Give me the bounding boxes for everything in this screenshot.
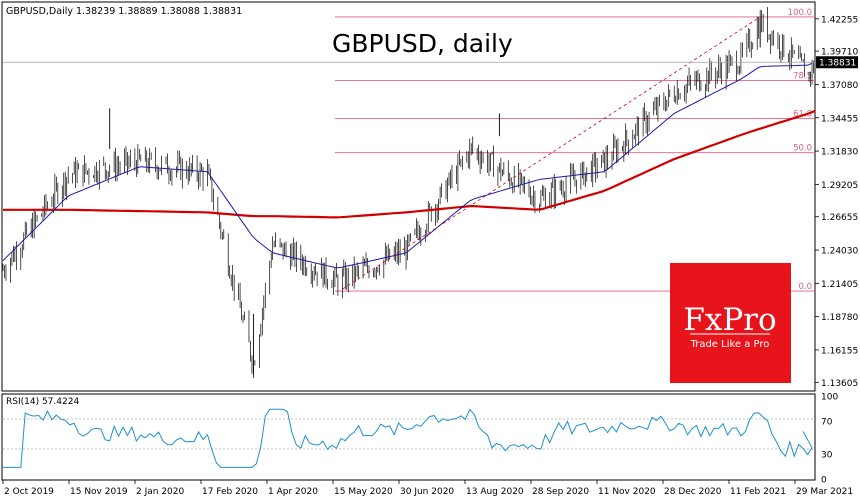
rsi-tick-label: 30 bbox=[821, 451, 833, 461]
date-tick-label: 28 Dec 2020 bbox=[664, 487, 722, 497]
price-tick-label: 1.26655 bbox=[821, 213, 858, 223]
rsi-label: RSI(14) 57.4224 bbox=[6, 397, 79, 407]
date-tick-label: 11 Feb 2021 bbox=[730, 487, 786, 497]
price-tick-label: 1.39710 bbox=[821, 48, 858, 58]
date-tick-label: 17 Feb 2020 bbox=[202, 487, 258, 497]
price-tick-label: 1.34455 bbox=[821, 114, 858, 124]
price-tick-label: 1.29205 bbox=[821, 181, 858, 191]
fib-level-label: 78.5 bbox=[793, 71, 812, 81]
slow-moving-average-line bbox=[3, 109, 816, 219]
chart-title: GBPUSD, daily bbox=[332, 29, 513, 58]
date-tick-label: 29 Mar 2021 bbox=[796, 487, 853, 497]
price-tick-label: 1.16155 bbox=[821, 346, 858, 356]
fib-level-label: 0.0 bbox=[798, 282, 812, 292]
logo-tagline: Trade Like a Pro bbox=[690, 339, 770, 350]
price-tick-label: 1.13605 bbox=[821, 379, 858, 389]
rsi-line bbox=[3, 408, 813, 468]
date-tick-label: 2 Jan 2020 bbox=[136, 487, 184, 497]
fast-moving-average-line bbox=[2, 62, 813, 269]
rsi-tick-label: 0 bbox=[821, 476, 827, 486]
price-tick-label: 1.42255 bbox=[821, 15, 858, 25]
price-tick-label: 1.37080 bbox=[821, 81, 858, 91]
date-tick-label: 30 Jun 2020 bbox=[400, 487, 454, 497]
fib-level-label: 50.0 bbox=[793, 144, 812, 154]
date-tick-label: 2 Oct 2019 bbox=[4, 487, 54, 497]
rsi-tick-label: 100 bbox=[821, 393, 838, 403]
price-pane bbox=[1, 1, 816, 392]
date-tick-label: 1 Apr 2020 bbox=[268, 487, 318, 497]
price-tick-label: 1.24030 bbox=[821, 247, 858, 257]
current-price-box: 1.38831 bbox=[816, 56, 858, 69]
date-tick-label: 15 Nov 2019 bbox=[70, 487, 128, 497]
price-axis: 1.42255 1.39710 1.37080 1.34455 1.31830 1.292… bbox=[815, 15, 858, 389]
date-tick-label: 28 Sep 2020 bbox=[532, 487, 589, 497]
price-tick-label: 1.21405 bbox=[821, 280, 858, 290]
date-tick-label: 11 Nov 2020 bbox=[598, 487, 656, 497]
rsi-axis: 100 70 30 0 bbox=[821, 393, 838, 486]
price-tick-label: 1.18780 bbox=[821, 313, 858, 323]
rsi-pane bbox=[1, 393, 816, 481]
date-tick-label: 15 May 2020 bbox=[334, 487, 393, 497]
rsi-tick-label: 70 bbox=[821, 417, 833, 427]
price-tick-label: 1.31830 bbox=[821, 148, 858, 158]
fxpro-logo: FxPro Trade Like a Pro bbox=[670, 263, 791, 383]
logo-brand: FxPro bbox=[683, 302, 776, 338]
date-axis: 2 Oct 2019 15 Nov 2019 2 Jan 2020 17 Feb 20… bbox=[2, 480, 853, 497]
symbol-info: GBPUSD,Daily 1.38239 1.38889 1.38088 1.3… bbox=[6, 6, 242, 17]
date-tick-label: 13 Aug 2020 bbox=[466, 487, 524, 497]
fib-level-label: 100.0 bbox=[788, 8, 812, 18]
current-price-label: 1.38831 bbox=[819, 59, 856, 69]
candlesticks bbox=[2, 6, 816, 379]
